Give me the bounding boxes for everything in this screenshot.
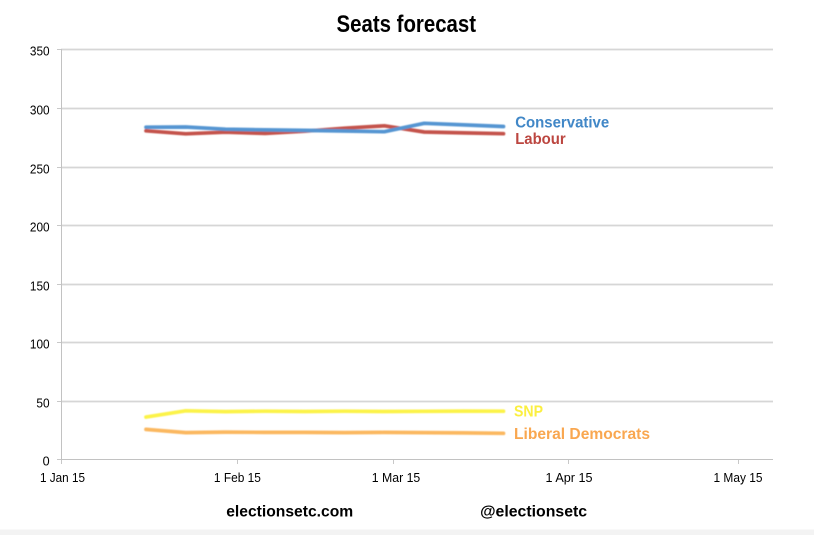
svg-text:1 May 15: 1 May 15 bbox=[714, 470, 763, 485]
svg-text:1 Mar 15: 1 Mar 15 bbox=[372, 470, 421, 485]
svg-text:Conservative: Conservative bbox=[515, 115, 609, 132]
svg-text:200: 200 bbox=[30, 219, 50, 234]
svg-text:1 Jan 15: 1 Jan 15 bbox=[40, 470, 85, 485]
svg-text:300: 300 bbox=[30, 102, 50, 117]
svg-text:150: 150 bbox=[30, 278, 50, 293]
svg-text:1 Feb 15: 1 Feb 15 bbox=[214, 470, 261, 485]
svg-text:SNP: SNP bbox=[514, 403, 543, 420]
svg-text:@electionsetc: @electionsetc bbox=[480, 504, 587, 521]
svg-text:electionsetc.com: electionsetc.com bbox=[226, 504, 353, 521]
svg-text:1 Apr 15: 1 Apr 15 bbox=[546, 470, 593, 485]
svg-text:Labour: Labour bbox=[515, 131, 566, 148]
svg-text:250: 250 bbox=[30, 161, 50, 176]
svg-text:50: 50 bbox=[36, 395, 49, 410]
svg-text:Seats forecast: Seats forecast bbox=[337, 11, 477, 38]
svg-text:100: 100 bbox=[30, 336, 50, 351]
svg-text:Liberal Democrats: Liberal Democrats bbox=[514, 426, 650, 443]
svg-text:350: 350 bbox=[30, 43, 50, 58]
svg-text:0: 0 bbox=[43, 453, 50, 468]
